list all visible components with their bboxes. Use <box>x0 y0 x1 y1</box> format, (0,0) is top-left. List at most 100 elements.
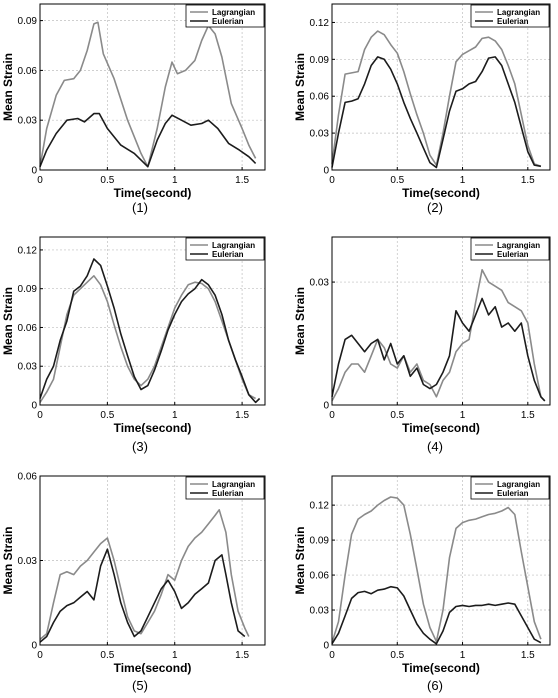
x-axis-label: Time(second) <box>402 186 480 200</box>
series-line-eulerian <box>39 258 261 404</box>
y-tick-label: 0 <box>323 166 329 177</box>
x-tick-label: 1 <box>460 410 466 421</box>
y-tick-label: 0.09 <box>18 284 38 295</box>
panel-caption: (4) <box>427 439 443 454</box>
y-tick-label: 0 <box>31 166 37 177</box>
y-axis-label: Mean Strain <box>1 53 15 121</box>
series-line-eulerian <box>331 585 542 645</box>
axes-frame <box>39 236 266 406</box>
x-tick-label: 0.5 <box>100 650 114 661</box>
y-axis-label: Mean Strain <box>293 526 307 594</box>
legend-label-lagrangian: Lagrangian <box>497 241 540 250</box>
x-tick-label: 0 <box>37 410 43 421</box>
chart-panel-3: 0 0.5 1 1.5 0 0.03 0.06 0.09 0.12 Time(second) Mea… <box>1 236 266 454</box>
series-line-eulerian <box>331 56 542 169</box>
series-line-lagrangian <box>331 496 542 643</box>
y-axis-label: Mean Strain <box>1 526 15 594</box>
chart-panel-1: 0 0.5 1 1.5 0 0.03 0.06 0.09 Time(second) Mean St… <box>1 3 266 215</box>
x-tick-label: 0 <box>37 650 43 661</box>
y-tick-label: 0.09 <box>310 55 330 66</box>
y-tick-label: 0.09 <box>310 536 330 547</box>
x-tick-label: 1.5 <box>235 175 249 186</box>
y-tick-label: 0.03 <box>18 116 38 127</box>
panel-caption: (1) <box>132 200 148 215</box>
x-tick-label: 0 <box>329 175 335 186</box>
x-tick-label: 0.5 <box>390 650 404 661</box>
series-line-eulerian <box>331 297 546 402</box>
x-tick-label: 1.5 <box>521 175 535 186</box>
y-axis-label: Mean Strain <box>293 53 307 121</box>
x-axis-label: Time(second) <box>114 661 192 675</box>
x-tick-label: 0.5 <box>100 410 114 421</box>
x-tick-label: 1 <box>460 650 466 661</box>
chart-panel-4: 0 0.5 1 1.5 0 0.03 Time(second) Mean Strain (4) L… <box>293 236 551 454</box>
series-line-lagrangian <box>39 509 250 641</box>
y-tick-label: 0.12 <box>18 245 38 256</box>
chart-panel-6: 0 0.5 1 1.5 0 0.03 0.06 0.09 0.12 Time(second) Mea… <box>293 475 551 693</box>
series-line-lagrangian <box>331 269 546 402</box>
y-tick-label: 0.06 <box>310 571 330 582</box>
x-tick-label: 0 <box>329 410 335 421</box>
legend-label-lagrangian: Lagrangian <box>497 480 540 489</box>
y-tick-label: 0.03 <box>310 278 330 289</box>
chart-panel-2: 0 0.5 1 1.5 0 0.03 0.06 0.09 0.12 Time(second) Mea… <box>293 3 551 215</box>
y-tick-label: 0.06 <box>310 92 330 103</box>
panel-caption: (6) <box>427 678 443 693</box>
y-tick-label: 0.06 <box>18 323 38 334</box>
y-tick-label: 0 <box>31 401 37 412</box>
y-tick-label: 0.03 <box>310 129 330 140</box>
x-tick-label: 1 <box>460 175 466 186</box>
axes-frame <box>39 3 266 171</box>
y-axis-label: Mean Strain <box>1 287 15 355</box>
x-tick-label: 0.5 <box>100 175 114 186</box>
y-tick-label: 0.03 <box>18 556 38 567</box>
x-tick-label: 1 <box>172 410 178 421</box>
y-tick-label: 0.09 <box>18 16 38 27</box>
series-line-eulerian <box>39 112 257 168</box>
legend-label-lagrangian: Lagrangian <box>497 8 540 17</box>
legend-label-eulerian: Eulerian <box>212 489 244 498</box>
legend-label-eulerian: Eulerian <box>497 17 529 26</box>
x-tick-label: 0.5 <box>390 175 404 186</box>
x-tick-label: 1.5 <box>235 410 249 421</box>
y-tick-label: 0 <box>323 641 329 652</box>
x-tick-label: 0 <box>37 175 43 186</box>
y-tick-label: 0.06 <box>18 66 38 77</box>
plot-area <box>332 237 550 405</box>
legend-label-lagrangian: Lagrangian <box>212 8 255 17</box>
legend-label-lagrangian: Lagrangian <box>212 241 255 250</box>
y-tick-label: 0.12 <box>310 501 330 512</box>
y-tick-label: 0.03 <box>18 362 38 373</box>
plot-area <box>40 237 265 405</box>
y-tick-label: 0 <box>31 641 37 652</box>
axes-frame <box>331 236 551 406</box>
x-tick-label: 1.5 <box>521 650 535 661</box>
x-axis-label: Time(second) <box>402 661 480 675</box>
x-tick-label: 0 <box>329 650 335 661</box>
y-tick-label: 0.06 <box>18 472 38 483</box>
series-line-lagrangian <box>39 21 257 168</box>
x-tick-label: 0.5 <box>390 410 404 421</box>
x-axis-label: Time(second) <box>114 186 192 200</box>
x-tick-label: 1 <box>172 175 178 186</box>
series-line-eulerian <box>39 548 246 643</box>
chart-panel-5: 0 0.5 1 1.5 0 0.03 0.06 Time(second) Mean Strain… <box>1 472 266 693</box>
x-axis-label: Time(second) <box>114 421 192 435</box>
legend-label-eulerian: Eulerian <box>212 17 244 26</box>
axes-frame <box>331 3 551 171</box>
legend-label-eulerian: Eulerian <box>497 250 529 259</box>
y-axis-label: Mean Strain <box>293 287 307 355</box>
axes-frame <box>331 475 551 646</box>
panel-caption: (3) <box>132 439 148 454</box>
legend-label-eulerian: Eulerian <box>497 489 529 498</box>
y-tick-label: 0.12 <box>310 18 330 29</box>
legend-label-lagrangian: Lagrangian <box>212 480 255 489</box>
y-tick-label: 0 <box>323 401 329 412</box>
x-tick-label: 1.5 <box>235 650 249 661</box>
